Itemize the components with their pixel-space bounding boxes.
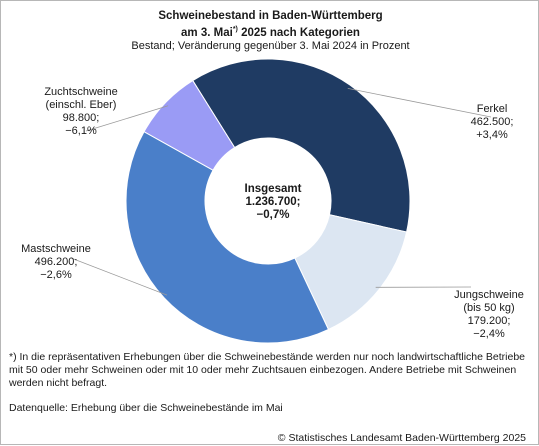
slice-category-name: Jungschweine xyxy=(441,289,537,302)
slice-label: Jungschweine(bis 50 kg)179.200;−2,4% xyxy=(441,289,537,341)
slice-category-name: (bis 50 kg) xyxy=(441,302,537,315)
slice-change: −2,4% xyxy=(441,328,537,341)
slice-category-name: Ferkel xyxy=(453,103,531,116)
slice-change: −6,1% xyxy=(31,125,131,138)
slice-category-name: Mastschweine xyxy=(11,243,101,256)
center-total-value: 1.236.700; xyxy=(218,196,328,209)
slice-label: Zuchtschweine(einschl. Eber)98.800;−6,1% xyxy=(31,86,131,138)
slice-change: −2,6% xyxy=(11,269,101,282)
footnote: *) In die repräsentativen Erhebungen übe… xyxy=(9,351,532,390)
slice-value: 98.800; xyxy=(31,112,131,125)
copyright: © Statistisches Landesamt Baden-Württemb… xyxy=(278,432,526,444)
slice-category-name: (einschl. Eber) xyxy=(31,99,131,112)
slice-change: +3,4% xyxy=(453,129,531,142)
slice-value: 496.200; xyxy=(11,256,101,269)
donut-slice xyxy=(126,132,328,343)
slice-category-name: Zuchtschweine xyxy=(31,86,131,99)
slice-value: 179.200; xyxy=(441,315,537,328)
data-source: Datenquelle: Erhebung über die Schweineb… xyxy=(9,402,283,414)
slice-value: 462.500; xyxy=(453,116,531,129)
center-total-title: Insgesamt xyxy=(218,183,328,196)
center-total-change: −0,7% xyxy=(218,209,328,222)
center-total-label: Insgesamt 1.236.700; −0,7% xyxy=(218,183,328,222)
